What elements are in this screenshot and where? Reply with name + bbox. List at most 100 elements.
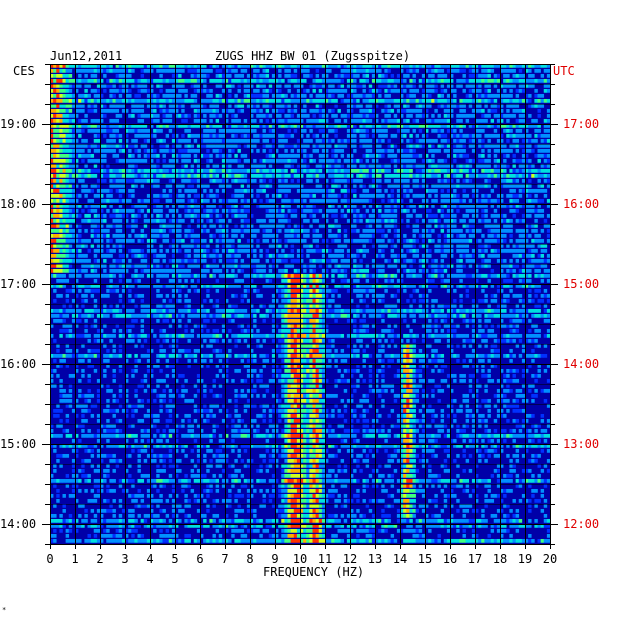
- spectrogram-cell: [546, 154, 551, 158]
- spectrogram-cell: [103, 129, 107, 133]
- spectrogram-cell: [115, 154, 120, 158]
- spectrogram-cell: [337, 234, 341, 238]
- spectrogram-cell: [256, 64, 260, 68]
- spectrogram-cell: [500, 179, 504, 183]
- spectrogram-cell: [150, 219, 154, 223]
- spectrogram-cell: [546, 84, 551, 88]
- spectrogram-cell: [103, 109, 107, 113]
- spectrogram-cell: [303, 154, 307, 158]
- spectrogram-cell: [490, 79, 495, 83]
- spectrogram-cell: [53, 139, 57, 143]
- spectrogram-cell: [112, 219, 116, 223]
- spectrogram-cell: [150, 84, 154, 88]
- spectrogram-cell: [346, 209, 351, 213]
- spectrogram-cell: [537, 199, 541, 203]
- spectrogram-cell: [184, 169, 188, 173]
- spectrogram-cell: [325, 184, 329, 188]
- spectrogram-cell: [134, 124, 138, 128]
- spectrogram-cell: [246, 64, 251, 68]
- spectrogram-cell: [321, 254, 326, 258]
- spectrogram-cell: [381, 214, 385, 218]
- spectrogram-cell: [262, 139, 266, 143]
- spectrogram-cell: [234, 79, 238, 83]
- spectrogram-cell: [490, 124, 495, 128]
- spectrogram-cell: [371, 274, 376, 278]
- spectrogram-cell: [87, 104, 91, 108]
- spectrogram-cell: [506, 114, 510, 118]
- spectrogram-cell: [243, 159, 248, 163]
- spectrogram-cell: [537, 109, 541, 113]
- spectrogram-cell: [103, 204, 107, 208]
- spectrogram-cell: [478, 244, 482, 248]
- spectrogram-cell: [256, 69, 260, 73]
- spectrogram-cell: [256, 219, 260, 223]
- spectrogram-cell: [284, 214, 288, 218]
- spectrogram-cell: [440, 184, 445, 188]
- spectrogram-cell: [287, 109, 291, 113]
- spectrogram-cell: [356, 179, 360, 183]
- spectrogram-cell: [90, 189, 95, 193]
- spectrogram-cell: [109, 84, 113, 88]
- spectrogram-cell: [128, 264, 132, 268]
- spectrogram-cell: [234, 179, 238, 183]
- spectrogram-cell: [412, 129, 416, 133]
- spectrogram-cell: [281, 199, 285, 203]
- spectrogram-cell: [421, 124, 426, 128]
- spectrogram-cell: [331, 174, 335, 178]
- spectrogram-cell: [471, 234, 476, 238]
- spectrogram-cell: [162, 274, 166, 278]
- spectrogram-cell: [371, 154, 376, 158]
- spectrogram-cell: [306, 274, 310, 278]
- spectrogram-cell: [321, 224, 326, 228]
- spectrogram-cell: [62, 194, 66, 198]
- spectrogram-cell: [256, 134, 260, 138]
- spectrogram-cell: [484, 244, 488, 248]
- spectrogram-cell: [118, 194, 123, 198]
- spectrogram-cell: [409, 174, 413, 178]
- spectrogram-cell: [450, 254, 454, 258]
- spectrogram-cell: [93, 194, 98, 198]
- spectrogram-cell: [225, 74, 229, 78]
- spectrogram-cell: [59, 104, 63, 108]
- spectrogram-cell: [334, 149, 338, 153]
- spectrogram-cell: [353, 64, 357, 68]
- spectrogram-cell: [84, 189, 88, 193]
- spectrogram-cell: [490, 104, 495, 108]
- spectrogram-cell: [300, 259, 304, 263]
- spectrogram-cell: [393, 254, 398, 258]
- spectrogram-cell: [162, 104, 166, 108]
- spectrogram-cell: [184, 164, 188, 168]
- spectrogram-cell: [150, 114, 154, 118]
- spectrogram-cell: [321, 164, 326, 168]
- spectrogram-cell: [406, 104, 410, 108]
- spectrogram-cell: [315, 244, 320, 248]
- spectrogram-cell: [412, 179, 416, 183]
- spectrogram-cell: [300, 144, 304, 148]
- spectrogram-cell: [268, 154, 273, 158]
- spectrogram-cell: [371, 214, 376, 218]
- spectrogram-cell: [290, 79, 295, 83]
- spectrogram-cell: [521, 189, 526, 193]
- spectrogram-cell: [53, 109, 57, 113]
- spectrogram-cell: [281, 119, 285, 123]
- spectrogram-cell: [446, 199, 451, 203]
- spectrogram-cell: [68, 99, 73, 103]
- spectrogram-cell: [518, 169, 523, 173]
- spectrogram-cell: [425, 244, 429, 248]
- spectrogram-cell: [225, 174, 229, 178]
- spectrogram-cell: [353, 259, 357, 263]
- spectrogram-cell: [537, 209, 541, 213]
- spectrogram-cell: [106, 229, 110, 233]
- spectrogram-cell: [534, 209, 538, 213]
- spectrogram-cell: [87, 274, 91, 278]
- spectrogram-cell: [168, 164, 173, 168]
- spectrogram-cell: [468, 229, 473, 233]
- spectrogram-cell: [512, 79, 516, 83]
- spectrogram-cell: [234, 114, 238, 118]
- spectrogram-cell: [118, 139, 123, 143]
- spectrogram-cell: [128, 69, 132, 73]
- spectrogram-cell: [190, 149, 195, 153]
- spectrogram-cell: [140, 144, 145, 148]
- spectrogram-cell: [240, 79, 245, 83]
- spectrogram-cell: [56, 94, 60, 98]
